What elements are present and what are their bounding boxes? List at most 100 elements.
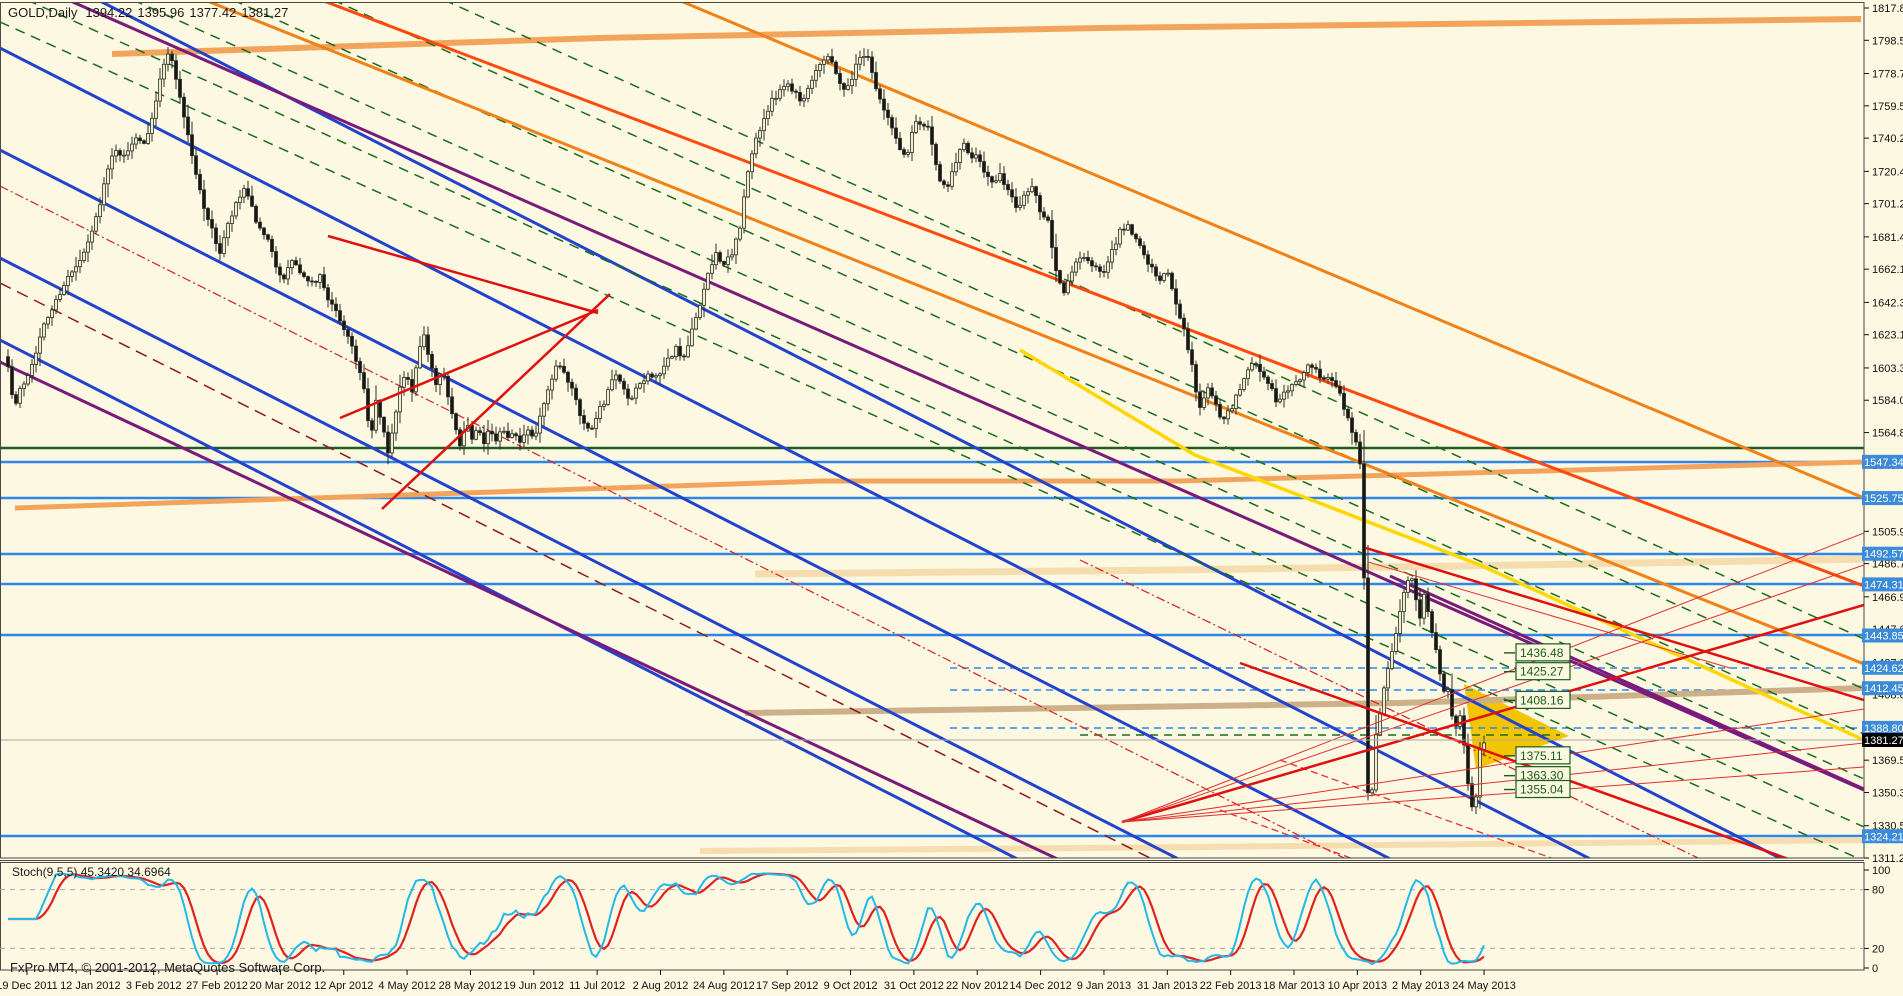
price-tick-label[interactable]: 1584.05: [1872, 395, 1903, 407]
orange-band-top[interactable]: [111, 16, 1862, 57]
red-dashed-line[interactable]: [1219, 809, 1726, 996]
price-tick-label[interactable]: 1740.25: [1872, 133, 1903, 145]
price-callout-box[interactable]: [1515, 643, 1571, 662]
red-resistance-desc[interactable]: [1365, 546, 1864, 702]
price-callout-box[interactable]: [1515, 690, 1571, 709]
date-tick-label[interactable]: 22 Nov 2012: [946, 980, 1008, 992]
date-tick-label[interactable]: 19 Jun 2012: [504, 980, 565, 992]
date-tick-label[interactable]: 4 May 2012: [378, 980, 435, 992]
green-dashed-channel[interactable]: [333, 0, 1864, 690]
price-tick-label[interactable]: 1486.70: [1872, 559, 1903, 571]
orangered-trendline[interactable]: [0, 0, 1864, 588]
stoch-scale-label[interactable]: 0: [1872, 963, 1878, 975]
triangle-support-line[interactable]: [381, 293, 611, 510]
date-tick-label[interactable]: 20 Mar 2012: [250, 980, 312, 992]
blue-channel[interactable]: [0, 148, 1659, 996]
red-dashdot-channel[interactable]: [0, 185, 1620, 996]
triangle-pattern-fill[interactable]: [1464, 684, 1569, 769]
date-tick-label[interactable]: 9 Jan 2013: [1077, 980, 1131, 992]
orange-trendline[interactable]: [0, 0, 1864, 666]
date-tick-label[interactable]: 28 May 2012: [439, 980, 503, 992]
price-tick-label[interactable]: 1798.55: [1872, 35, 1903, 47]
blue-channel[interactable]: [0, 0, 1864, 901]
green-dashed-channel[interactable]: [444, 0, 1864, 640]
date-tick-label[interactable]: 18 Mar 2013: [1263, 980, 1325, 992]
yellow-trendline[interactable]: [1019, 348, 1864, 742]
price-tick-label[interactable]: 1369.55: [1872, 755, 1903, 767]
red-thin-desc[interactable]: [1367, 561, 1731, 669]
triangle-lower-line[interactable]: [339, 308, 599, 420]
level-price-tag[interactable]: [1862, 829, 1903, 844]
date-tick-label[interactable]: 31 Jan 2013: [1137, 980, 1198, 992]
red-fan-line[interactable]: [1121, 532, 1864, 823]
level-price-tag[interactable]: [1862, 681, 1903, 696]
price-tick-label[interactable]: 1466.90: [1872, 592, 1903, 604]
level-price-tag[interactable]: [1862, 660, 1903, 675]
tan-band[interactable]: [744, 685, 1864, 716]
green-dashed-channel[interactable]: [0, 21, 1864, 861]
blue-channel[interactable]: [0, 46, 1859, 996]
price-tick-label[interactable]: 1681.40: [1872, 232, 1903, 244]
blue-channel[interactable]: [0, 338, 1286, 996]
date-tick-label[interactable]: 14 Dec 2012: [1009, 980, 1071, 992]
price-callout-box[interactable]: [1515, 746, 1571, 765]
price-tick-label[interactable]: 1311.25: [1872, 853, 1903, 865]
red-fan-line[interactable]: [1121, 742, 1864, 823]
price-tick-label[interactable]: 1720.45: [1872, 166, 1903, 178]
price-tick-label[interactable]: 1564.80: [1872, 428, 1903, 440]
red-fan-line[interactable]: [1121, 564, 1864, 823]
price-callout-box[interactable]: [1515, 779, 1571, 799]
wheat-band-upper[interactable]: [754, 555, 1864, 578]
date-tick-label[interactable]: 9 Oct 2012: [824, 980, 878, 992]
level-price-tag[interactable]: [1862, 577, 1903, 592]
date-tick-label[interactable]: 2 Aug 2012: [633, 980, 689, 992]
green-dashed-channel[interactable]: [27, 0, 1864, 828]
red-support-asc[interactable]: [1121, 603, 1864, 824]
level-price-tag[interactable]: [1862, 546, 1903, 561]
orange-band-mid[interactable]: [14, 459, 1864, 511]
wheat-band-lower[interactable]: [699, 837, 1864, 854]
date-tick-label[interactable]: 22 Feb 2013: [1200, 980, 1262, 992]
price-tick-label[interactable]: 1701.20: [1872, 199, 1903, 211]
date-tick-label[interactable]: 12 Jan 2012: [60, 980, 121, 992]
red-fan-line[interactable]: [1121, 708, 1864, 823]
orange-trendline[interactable]: [0, 0, 1864, 500]
price-tick-label[interactable]: 1623.10: [1872, 330, 1903, 342]
green-dashed-channel[interactable]: [133, 0, 1864, 780]
green-dashed-channel[interactable]: [233, 0, 1864, 735]
price-tick-label[interactable]: 1505.95: [1872, 526, 1903, 538]
red-fan-line[interactable]: [1121, 766, 1864, 823]
price-tick-label[interactable]: 1642.35: [1872, 297, 1903, 309]
level-price-tag[interactable]: [1862, 720, 1903, 735]
price-tick-label[interactable]: 1350.30: [1872, 787, 1903, 799]
date-tick-label[interactable]: 24 May 2013: [1452, 980, 1516, 992]
date-tick-label[interactable]: 10 Apr 2013: [1328, 980, 1387, 992]
date-tick-label[interactable]: 2 May 2013: [1392, 980, 1449, 992]
price-tick-label[interactable]: 1778.75: [1872, 69, 1903, 81]
purple-channel[interactable]: [1389, 574, 1864, 791]
level-price-tag[interactable]: [1862, 628, 1903, 643]
date-tick-label[interactable]: 17 Sep 2012: [756, 980, 818, 992]
price-tick-label[interactable]: 1817.80: [1872, 3, 1903, 15]
date-tick-label[interactable]: 11 Jul 2012: [569, 980, 625, 992]
price-tick-label[interactable]: 1759.50: [1872, 101, 1903, 113]
stoch-scale-label[interactable]: 100: [1872, 865, 1890, 877]
triangle-upper-line[interactable]: [327, 234, 599, 315]
stoch-scale-label[interactable]: 80: [1872, 885, 1884, 897]
level-price-tag[interactable]: [1862, 491, 1903, 506]
current-price-tag[interactable]: [1862, 733, 1903, 747]
date-tick-label[interactable]: 31 Oct 2012: [884, 980, 944, 992]
price-tick-label[interactable]: 1662.15: [1872, 264, 1903, 276]
blue-channel[interactable]: [0, 256, 1447, 996]
date-tick-label[interactable]: 19 Dec 2011: [0, 980, 58, 992]
purple-channel[interactable]: [0, 360, 1349, 996]
date-tick-label[interactable]: 3 Feb 2012: [126, 980, 182, 992]
date-tick-label[interactable]: 12 Apr 2012: [314, 980, 373, 992]
price-callout-box[interactable]: [1515, 662, 1571, 681]
level-price-tag[interactable]: [1862, 454, 1903, 469]
date-tick-label[interactable]: 27 Feb 2012: [186, 980, 248, 992]
price-tick-label[interactable]: 1603.30: [1872, 363, 1903, 375]
date-tick-label[interactable]: 24 Aug 2012: [693, 980, 755, 992]
stoch-scale-label[interactable]: 20: [1872, 943, 1884, 955]
